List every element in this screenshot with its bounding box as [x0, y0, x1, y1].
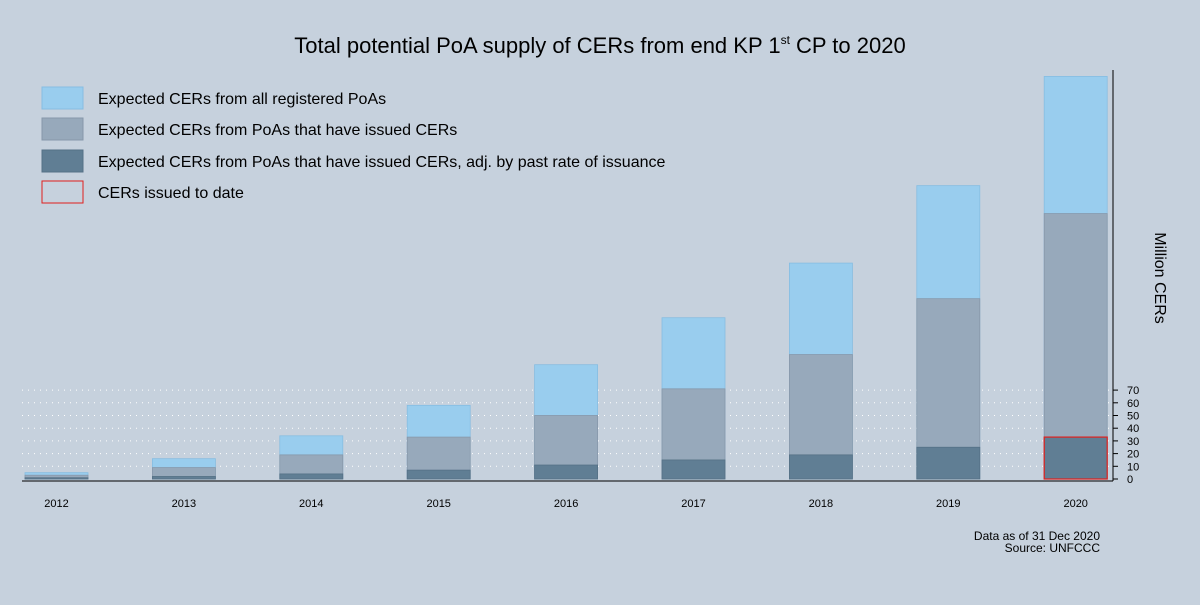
bar-adjusted-2015: [406, 469, 471, 480]
data-date-note: Data as of 31 Dec 2020: [974, 529, 1100, 543]
bar-adjusted-2012: [24, 477, 89, 480]
legend-label: Expected CERs from PoAs that have issued…: [98, 122, 457, 139]
legend-label: Expected CERs from all registered PoAs: [98, 91, 386, 108]
bar-adjusted-2016: [534, 464, 598, 480]
chart-title: Total potential PoA supply of CERs from …: [294, 33, 905, 58]
legend-swatch: [41, 86, 84, 110]
x-tick-label: 2015: [426, 498, 450, 510]
bars: [24, 76, 1108, 480]
x-tick-label: 2016: [554, 498, 578, 510]
legend-label: CERs issued to date: [98, 185, 244, 202]
legend-swatch: [41, 117, 84, 141]
legend-label: Expected CERs from PoAs that have issued…: [98, 154, 665, 171]
x-tick-label: 2019: [936, 498, 960, 510]
bar-adjusted-2017: [661, 459, 726, 480]
y-tick-label: 30: [1127, 436, 1139, 448]
chart-title-superscript: st: [781, 33, 791, 47]
x-tick-label: 2013: [172, 498, 196, 510]
x-tick-label: 2020: [1063, 498, 1087, 510]
chart-title-tail: CP to 2020: [790, 33, 906, 58]
bar-issued-to-date-2020: [1043, 436, 1108, 480]
x-tick-label: 2012: [44, 498, 68, 510]
axes: [22, 70, 1114, 482]
y-tick-label: 20: [1127, 449, 1139, 461]
x-tick-label: 2018: [809, 498, 833, 510]
y-tick-label: 50: [1127, 411, 1139, 423]
y-axis-label: Million CERs: [1151, 232, 1168, 324]
bar-adjusted-2013: [151, 476, 216, 480]
chart-title-main: Total potential PoA supply of CERs from …: [294, 33, 780, 58]
y-tick-label: 40: [1127, 423, 1139, 435]
bar-adjusted-2018: [789, 454, 853, 480]
legend-swatch: [41, 149, 84, 173]
x-tick-label: 2017: [681, 498, 705, 510]
x-tick-labels: 2012 2013 2014 2015 2016 2017 2018 2019 2020: [44, 498, 1088, 510]
bar-issued-2020: [1043, 213, 1108, 480]
legend-swatch: [41, 180, 84, 204]
x-tick-label: 2014: [299, 498, 323, 510]
y-tick-label: 10: [1127, 461, 1139, 473]
bar-adjusted-2019: [916, 446, 981, 480]
bar-adjusted-2020: [1043, 436, 1108, 480]
y-tick-label: 0: [1127, 474, 1133, 486]
source-note: Source: UNFCCC: [1005, 541, 1101, 555]
legend: Expected CERs from all registered PoAs Ex…: [41, 86, 665, 204]
bar-adjusted-2014: [279, 473, 344, 480]
y-tick-label: 60: [1127, 398, 1139, 410]
y-tick-label: 70: [1127, 385, 1139, 397]
